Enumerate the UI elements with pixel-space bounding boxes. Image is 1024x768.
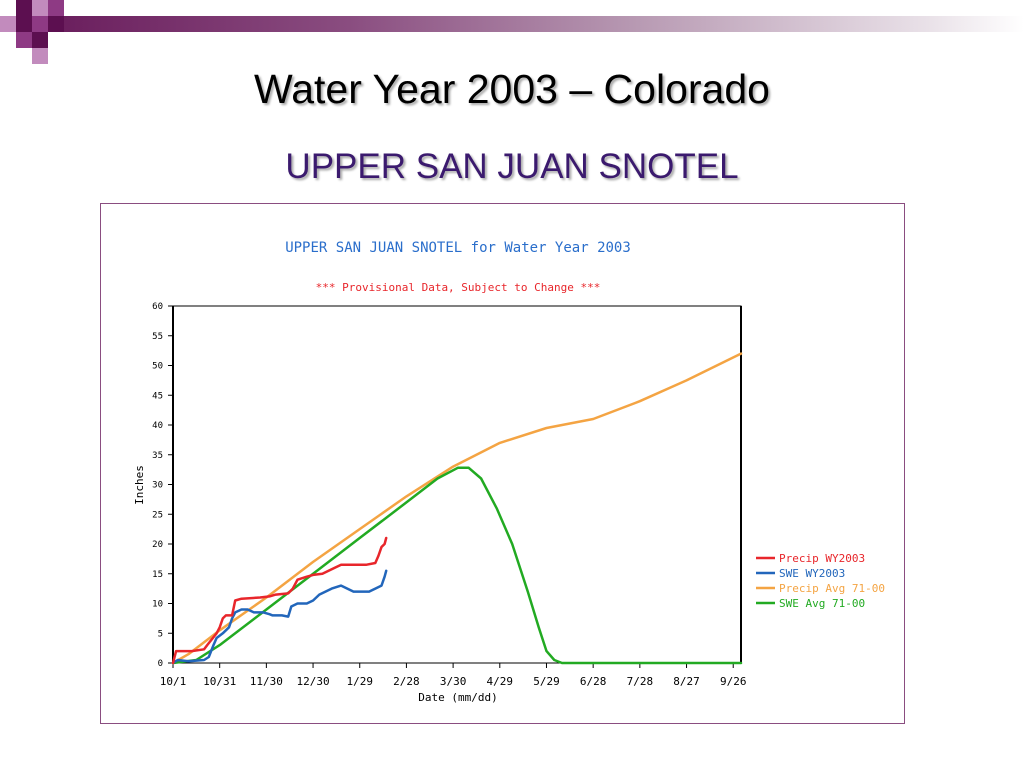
y-tick-label: 5 — [158, 629, 163, 639]
series-line — [171, 536, 388, 665]
x-tick-label: 12/30 — [296, 675, 329, 688]
x-tick-label: 4/29 — [487, 675, 514, 688]
slide-subtitle: UPPER SAN JUAN SNOTEL — [285, 147, 739, 186]
deco-square — [16, 0, 32, 16]
y-tick-label: 50 — [152, 362, 163, 372]
y-tick-label: 35 — [152, 451, 163, 461]
y-tick-label: 0 — [158, 659, 163, 669]
deco-square — [16, 32, 32, 48]
chart-subtitle: *** Provisional Data, Subject to Change … — [316, 281, 601, 294]
deco-square — [32, 32, 48, 48]
x-tick-label: 10/1 — [160, 675, 187, 688]
plot-area — [172, 305, 742, 664]
x-tick-label: 3/30 — [440, 675, 467, 688]
legend-label: Precip WY2003 — [779, 552, 865, 565]
slide-title-rest: – Colorado — [557, 66, 770, 112]
series-line — [171, 466, 743, 665]
y-tick-label: 55 — [152, 332, 163, 342]
legend-label: SWE WY2003 — [779, 567, 845, 580]
slide-decoration — [0, 0, 1024, 64]
y-tick-label: 10 — [152, 600, 163, 610]
x-tick-label: 9/26 — [720, 675, 747, 688]
x-axis-label: Date (mm/dd) — [418, 691, 497, 704]
slide-title: Water Year 2003 – Colorado — [0, 66, 1024, 113]
deco-square — [32, 0, 48, 16]
slide-title-main: Water Year 2003 — [254, 66, 558, 112]
x-tick-label: 6/28 — [580, 675, 607, 688]
x-tick-label: 2/28 — [393, 675, 420, 688]
title-band — [60, 16, 1024, 32]
x-tick-label: 1/29 — [346, 675, 373, 688]
x-tick-label: 5/29 — [533, 675, 560, 688]
series-line — [171, 352, 743, 665]
chart-title: UPPER SAN JUAN SNOTEL for Water Year 200… — [285, 240, 631, 256]
x-tick-label: 7/28 — [627, 675, 654, 688]
legend-label: SWE Avg 71-00 — [779, 597, 865, 610]
deco-square — [0, 16, 16, 32]
deco-square — [32, 16, 48, 32]
x-tick-label: 8/27 — [673, 675, 700, 688]
deco-square — [32, 48, 48, 64]
x-tick-label: 11/30 — [250, 675, 283, 688]
y-tick-label: 15 — [152, 570, 163, 580]
chart-frame — [100, 203, 905, 724]
legend-label: Precip Avg 71-00 — [779, 582, 885, 595]
y-tick-label: 30 — [152, 481, 163, 491]
y-tick-label: 40 — [152, 421, 163, 431]
x-tick-label: 10/31 — [203, 675, 236, 688]
deco-square — [48, 0, 64, 16]
y-tick-label: 25 — [152, 510, 163, 520]
deco-square — [16, 16, 32, 32]
y-tick-label: 45 — [152, 391, 163, 401]
deco-square — [48, 16, 64, 32]
y-tick-label: 60 — [152, 302, 163, 312]
y-axis-label: Inches — [133, 465, 146, 505]
series-line — [171, 569, 388, 665]
y-tick-label: 20 — [152, 540, 163, 550]
